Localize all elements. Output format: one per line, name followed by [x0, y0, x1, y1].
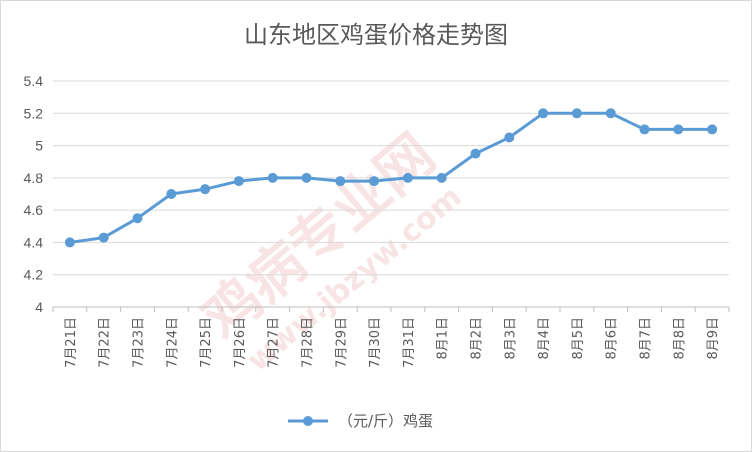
x-tick-label: 7月29日	[334, 317, 349, 368]
y-tick-label: 5.4	[24, 73, 44, 89]
x-tick-label: 7月27日	[267, 317, 282, 368]
data-point	[402, 172, 413, 183]
data-point	[707, 124, 718, 135]
y-tick-label: 4	[35, 299, 43, 315]
x-tick-label: 8月9日	[706, 317, 721, 360]
x-tick-label: 7月30日	[368, 317, 383, 368]
x-tick-label: 8月6日	[605, 317, 620, 360]
legend-marker-icon	[303, 416, 313, 426]
data-point	[504, 132, 515, 143]
data-point	[301, 172, 312, 183]
x-tick-label: 8月5日	[571, 317, 586, 360]
data-point	[200, 184, 211, 195]
y-tick-label: 4.4	[24, 234, 44, 250]
data-point	[571, 108, 582, 119]
x-tick-label: 7月24日	[165, 317, 180, 368]
data-point	[673, 124, 684, 135]
data-point	[64, 237, 75, 248]
series-line	[69, 111, 713, 244]
x-tick-label: 8月3日	[503, 317, 518, 360]
x-tick-label: 7月31日	[402, 317, 417, 368]
x-tick-label: 7月25日	[199, 317, 214, 368]
x-tick-label: 7月23日	[132, 317, 147, 368]
x-tick-label: 8月1日	[436, 317, 451, 360]
x-tick-label: 8月4日	[537, 317, 552, 360]
gridlines	[53, 80, 729, 308]
y-tick-label: 5.2	[24, 105, 44, 121]
data-point	[470, 148, 481, 159]
y-tick-label: 4.6	[24, 202, 44, 218]
x-tick-label: 8月8日	[672, 317, 687, 360]
series-layer	[64, 108, 718, 248]
data-point	[267, 172, 278, 183]
x-tick-label: 8月2日	[470, 317, 485, 360]
x-tick-label: 7月26日	[233, 317, 248, 368]
y-tick-label: 4.8	[24, 170, 44, 186]
legend: （元/斤）鸡蛋	[288, 412, 433, 430]
data-point	[132, 213, 143, 224]
x-axis-ticks: 7月21日 7月22日 7月23日 7月24日 7月25日 7月26日 7月27日 7月28日…	[52, 307, 730, 368]
data-point	[166, 189, 177, 199]
data-point	[98, 232, 109, 243]
y-tick-label: 4.2	[24, 267, 44, 283]
y-axis-ticks: 4 4.2 4.4 4.6 4.8 5 5.2 5.4	[24, 73, 44, 315]
x-tick-label: 7月21日	[64, 317, 79, 368]
chart-title: 山东地区鸡蛋价格走势图	[244, 21, 508, 49]
legend-label: （元/斤）鸡蛋	[338, 412, 433, 430]
data-point	[436, 172, 447, 183]
data-point	[538, 108, 549, 119]
data-point	[335, 176, 346, 187]
data-point	[369, 176, 380, 187]
x-tick-label: 8月7日	[639, 317, 654, 360]
x-tick-label: 7月28日	[301, 317, 316, 368]
data-point	[605, 108, 616, 119]
data-point	[233, 176, 244, 187]
data-point	[639, 124, 650, 135]
x-tick-label: 7月22日	[98, 317, 113, 368]
y-tick-label: 5	[35, 138, 43, 154]
